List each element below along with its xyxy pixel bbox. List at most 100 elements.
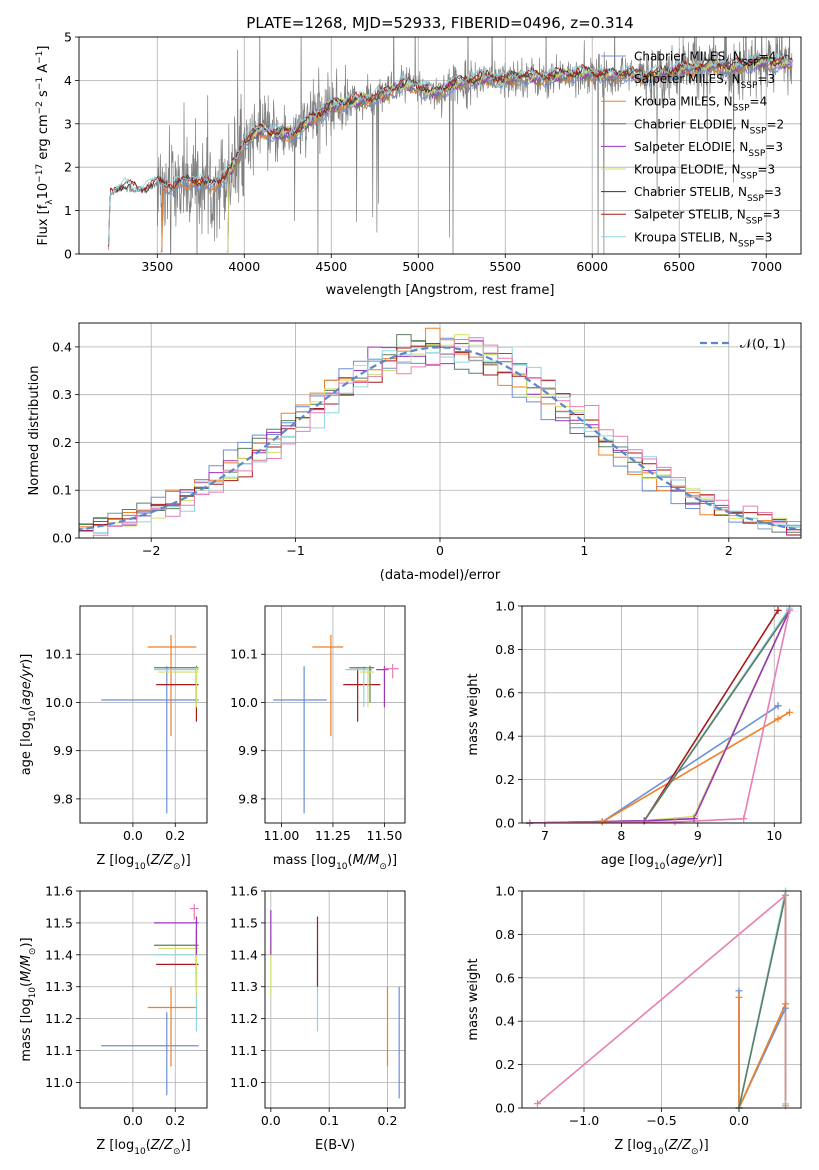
x-tick-label: −0.5 [646,1113,676,1128]
x-axis-label: age [log10(age/yr)] [601,853,723,872]
model-line [108,54,793,244]
legend-entry: Chabrier MILES, NSSP=4 [634,50,776,69]
histogram-series [79,337,801,538]
y-tick-label: 4 [64,73,72,88]
y-tick-label: 0.3 [52,387,72,402]
y-tick-label: 11.6 [230,884,258,899]
label-part: ⊙ [691,1147,699,1157]
grid-lines [80,606,207,823]
label-part: Salpeter ELODIE, N [634,140,748,154]
label-part: age [log [19,722,34,775]
label-part: ( [664,1138,669,1153]
legend-entry: Kroupa MILES, NSSP=4 [634,95,767,114]
label-part: SSP [748,149,765,159]
plot-area [79,327,801,538]
label-part: ⊙ [379,862,387,872]
label-part: SSP [741,81,758,91]
weight-marker [782,1000,789,1008]
y-tick-label: 0.4 [52,339,72,354]
label-part: =2 [766,117,784,131]
plot-background [265,891,405,1108]
plot-area [108,37,793,254]
model-line [108,52,793,245]
plot-background [522,606,801,823]
axes: 0.0 0.29.89.910.010.1Z [log10(Z/Z⊙)]age [… [19,647,191,872]
label-part: Kroupa ELODIE, N [634,163,741,177]
plot-background [265,606,405,823]
label-part: ( [146,853,151,868]
y-tick-label: 9.8 [238,791,258,806]
weight-marker [774,715,782,723]
panel-weight_vs_Z: −1.0 −0.5 0.0 0.0 0.2 0.4 0.6 0.8 1.0 Z [log10(Z/… [466,884,802,1157]
x-tick-label: 1 [580,543,588,558]
label-part: SSP [750,126,767,136]
label-part: −1 [35,77,45,90]
y-tick-label: 11.5 [230,915,258,930]
y-tick-label: 0.6 [495,970,515,985]
label-part: age [log [601,853,654,868]
x-tick-label: −1.0 [569,1113,599,1128]
y-tick-label: 11.2 [230,1011,258,1026]
x-tick-label: 0.2 [378,1113,398,1128]
y-tick-label: 11.5 [45,915,73,930]
panel-age_vs_mass: 11.00 11.25 11.50 9.8 9.9 10.0 10.1 mass [log10… [230,605,406,872]
weight-marker [786,606,794,614]
y-tick-label: 11.2 [45,1011,73,1026]
y-tick-label: 11.1 [230,1043,258,1058]
y-tick-label: 0.0 [52,531,72,546]
weight-marker [534,1100,541,1108]
x-tick-label: 3500 [141,259,173,274]
y-tick-label: 0.0 [495,816,515,831]
axes: 3500 4000 4500 5000 5500 6000 6500 7000 0 1 2 3 4 5 wa… [35,30,782,299]
axes: 11.00 11.25 11.50 9.8 9.9 10.0 10.1 mass [log10… [230,647,402,872]
label-part: (0, 1) [752,336,786,351]
plot-frame [78,322,802,539]
label-part: mass [log [19,998,34,1061]
legend-entry: Kroupa ELODIE, NSSP=3 [634,163,775,182]
x-tick-label: 6000 [576,259,608,274]
weight-marker [786,708,794,716]
label-part: SSP [741,172,758,182]
label-part: )] [712,853,722,868]
x-tick-label: 4500 [315,259,347,274]
y-tick-label: 11.1 [45,1043,73,1058]
legend-entry: Chabrier STELIB, NSSP=3 [634,185,782,204]
x-tick-label: 7 [541,828,549,843]
weight-marker [774,606,782,614]
y-tick-label: 9.9 [53,743,73,758]
label-part: )] [19,937,34,947]
weight-marker [735,993,743,1001]
y-tick-label: 0.6 [495,685,515,700]
x-tick-label: −1 [286,543,304,558]
plot-frame [79,890,208,1109]
label-part: 10 [336,862,348,872]
plot-area [273,634,399,814]
figure-title: PLATE=1268, MJD=52933, FIBERID=0496, z=0… [246,14,633,32]
label-part: )] [181,1138,191,1153]
label-part: λ [45,199,55,205]
y-tick-label: 11.3 [230,979,258,994]
y-tick-label: 11.0 [230,1075,258,1090]
label-part: =3 [757,163,775,177]
y-axis-label: age [log10(age/yr)] [19,654,38,776]
label-part: 10 [134,862,146,872]
x-tick-label: 9 [694,828,702,843]
x-tick-label: 0.0 [261,1113,281,1128]
model-line [108,52,793,247]
x-tick-label: 5500 [489,259,521,274]
plot-background [80,606,207,823]
x-axis-label: Z [log10(Z/Z⊙)] [96,1138,190,1157]
y-tick-label: 1.0 [495,599,515,614]
label-part: Kroupa STELIB, N [634,230,738,244]
plot-background [80,891,207,1108]
label-part: Chabrier STELIB, N [634,185,747,199]
label-part: age/yr [670,853,713,868]
gaussian-curve [79,346,801,531]
label-part: s [36,90,51,101]
label-part: ( [19,982,34,987]
label-part: ] [36,46,51,51]
y-tick-label: 2 [64,160,72,175]
label-part: SSP [742,59,759,69]
x-axis-label: wavelength [Angstrom, rest frame] [326,283,555,298]
